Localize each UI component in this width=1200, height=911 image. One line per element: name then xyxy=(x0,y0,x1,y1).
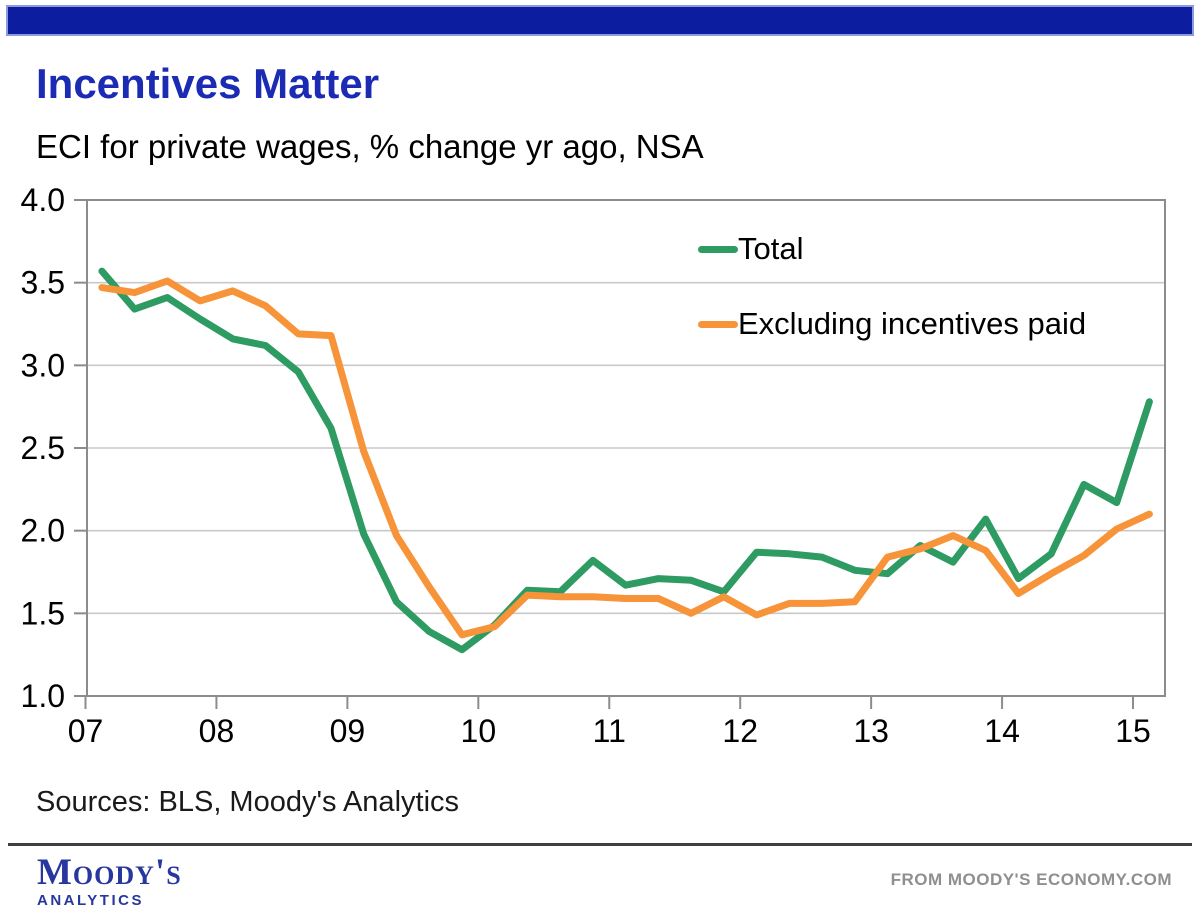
total-series-swatch xyxy=(698,245,738,253)
excluding-series-swatch xyxy=(698,320,738,328)
legend-item-excluding: Excluding incentives paid xyxy=(698,306,1086,342)
economy-com-attribution: FROM MOODY'S ECONOMY.COM xyxy=(890,870,1172,889)
y-axis-label: 1.5 xyxy=(21,595,65,631)
legend-label-total: Total xyxy=(738,231,804,266)
series-line-total xyxy=(98,267,1153,654)
top-blue-bar xyxy=(6,5,1194,36)
y-axis-label: 3.0 xyxy=(21,347,65,383)
moodys-logo: Moody's ANALYTICS xyxy=(37,854,182,908)
x-axis-label: 11 xyxy=(593,713,626,749)
y-axis-label: 4.0 xyxy=(21,182,65,218)
x-axis-label: 15 xyxy=(1115,713,1151,749)
x-axis-label: 09 xyxy=(330,713,366,749)
x-axis-label: 12 xyxy=(722,713,758,749)
x-axis-label: 08 xyxy=(199,713,235,749)
moodys-analytics-label: ANALYTICS xyxy=(37,892,144,909)
legend-label-excluding: Excluding incentives paid xyxy=(738,306,1087,341)
page-title: Incentives Matter xyxy=(36,60,380,107)
y-axis-label: 3.5 xyxy=(21,265,65,301)
sources-note: Sources: BLS, Moody's Analytics xyxy=(36,786,460,818)
legend-item-total: Total xyxy=(698,231,803,267)
x-axis-label: 07 xyxy=(68,713,104,749)
y-axis-label: 2.0 xyxy=(21,513,65,549)
moodys-wordmark: Moody's xyxy=(37,852,182,893)
x-axis-label: 10 xyxy=(461,713,497,749)
x-axis-label: 13 xyxy=(853,713,889,749)
x-axis-label: 14 xyxy=(984,713,1020,749)
series-line-excluding-incentives xyxy=(98,277,1153,639)
y-axis-label: 1.0 xyxy=(21,678,65,714)
footer-divider xyxy=(8,843,1192,846)
y-axis-label: 2.5 xyxy=(21,430,65,466)
chart-subtitle: ECI for private wages, % change yr ago, … xyxy=(36,128,704,165)
